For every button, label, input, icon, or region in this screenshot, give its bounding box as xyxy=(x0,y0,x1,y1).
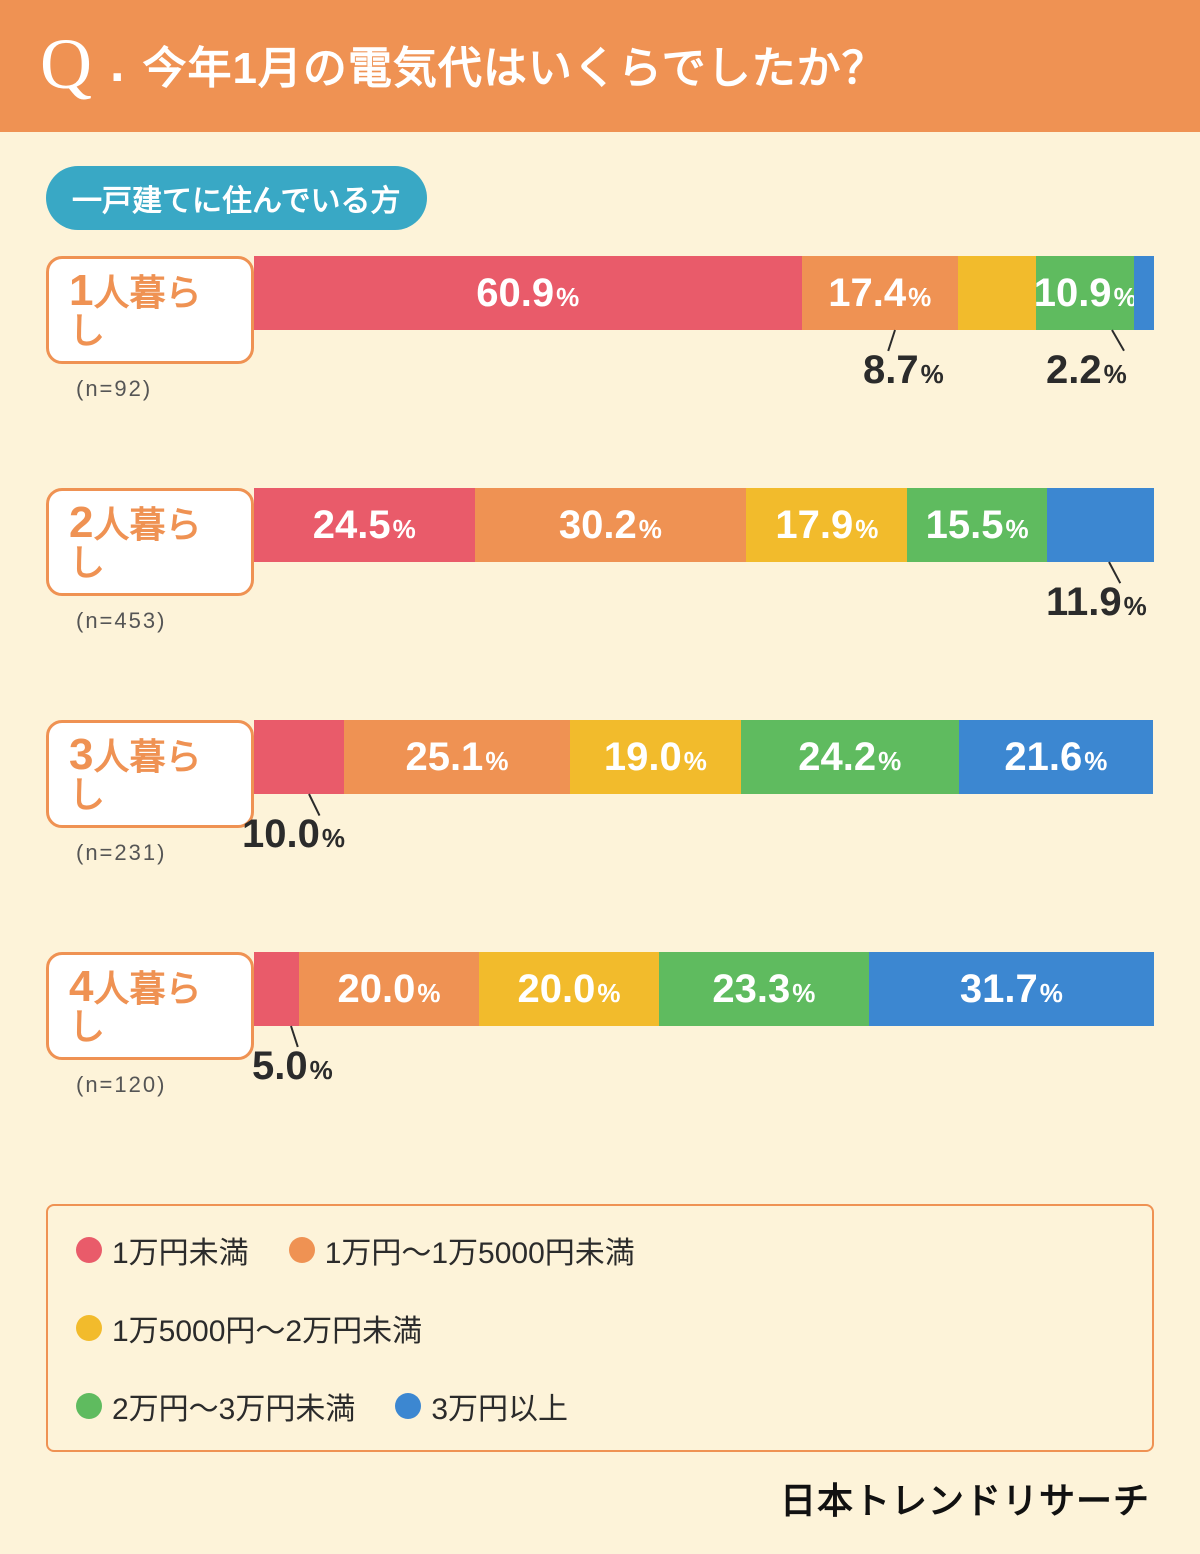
bar-segment xyxy=(1134,256,1154,330)
callout-label: 5.0% xyxy=(252,1044,333,1089)
row-label: 2人暮らし xyxy=(46,488,254,596)
legend-dot-icon xyxy=(76,1237,102,1263)
bar-segment: 60.9% xyxy=(254,256,802,330)
q-dot: . xyxy=(110,34,124,94)
legend-dot-icon xyxy=(289,1237,315,1263)
bar-row: 1人暮らし (n=92) 60.9%17.4% 10.9% 8.7% 2.2% xyxy=(46,256,1154,488)
bar-segment: 23.3% xyxy=(659,952,869,1026)
bar-segment: 25.1% xyxy=(344,720,570,794)
callout-label: 2.2% xyxy=(1046,348,1127,393)
bar-segment: 24.2% xyxy=(741,720,959,794)
row-sample-size: (n=120) xyxy=(46,1072,254,1098)
bar-segment: 21.6% xyxy=(959,720,1153,794)
legend-dot-icon xyxy=(76,1315,102,1341)
legend-text: 1万5000円～2万円未満 xyxy=(112,1306,422,1350)
bar-rows-container: 1人暮らし (n=92) 60.9%17.4% 10.9% 8.7% 2.2% 2人暮らし (… xyxy=(46,256,1154,1184)
callout-label: 10.0% xyxy=(242,812,345,857)
question-text: 今年1月の電気代はいくらでしたか？ xyxy=(142,32,886,96)
row-sample-size: (n=231) xyxy=(46,840,254,866)
bar-segment: 31.7% xyxy=(869,952,1154,1026)
legend-box: 1万円未満 1万円～1万5000円未満 1万5000円～2万円未満 2万円～3万円未満… xyxy=(46,1204,1154,1452)
bar-segment: 17.4% xyxy=(802,256,958,330)
bar-segment xyxy=(254,952,299,1026)
legend-item: 2万円～3万円未満 xyxy=(76,1384,355,1428)
legend-item: 1万5000円～2万円未満 xyxy=(76,1306,422,1350)
legend-item: 1万円～1万5000円未満 xyxy=(289,1228,635,1272)
bar-segment xyxy=(1047,488,1154,562)
bar-segment: 24.5% xyxy=(254,488,475,562)
legend-text: 1万円～1万5000円未満 xyxy=(325,1228,635,1272)
legend-dot-icon xyxy=(395,1393,421,1419)
bar-segment: 30.2% xyxy=(475,488,747,562)
bar-segment: 20.0% xyxy=(299,952,479,1026)
bar-row: 3人暮らし (n=231) 25.1%19.0%24.2%21.6% 10.0% xyxy=(46,720,1154,952)
row-label: 3人暮らし xyxy=(46,720,254,828)
legend-text: 2万円～3万円未満 xyxy=(112,1384,355,1428)
bar-segment: 10.9% xyxy=(1036,256,1134,330)
question-header: Q . 今年1月の電気代はいくらでしたか？ xyxy=(0,0,1200,132)
chart-body: 一戸建てに住んでいる方 1人暮らし (n=92) 60.9%17.4% 10.9% 8.… xyxy=(0,132,1200,1472)
legend-item: 3万円以上 xyxy=(395,1384,568,1428)
legend-text: 1万円未満 xyxy=(112,1228,249,1272)
row-label: 4人暮らし xyxy=(46,952,254,1060)
q-mark: Q xyxy=(40,28,92,100)
legend-row: 1万円未満 1万円～1万5000円未満 1万5000円～2万円未満 2万円～3万円未満… xyxy=(76,1228,1124,1428)
stacked-bar: 25.1%19.0%24.2%21.6% xyxy=(254,720,1154,794)
stacked-bar: 20.0%20.0%23.3%31.7% xyxy=(254,952,1154,1026)
bar-segment: 19.0% xyxy=(570,720,741,794)
stacked-bar: 24.5%30.2%17.9%15.5% xyxy=(254,488,1154,562)
bar-segment xyxy=(958,256,1036,330)
row-sample-size: (n=453) xyxy=(46,608,254,634)
bar-segment: 15.5% xyxy=(907,488,1047,562)
legend-text: 3万円以上 xyxy=(431,1384,568,1428)
row-label: 1人暮らし xyxy=(46,256,254,364)
bar-segment: 20.0% xyxy=(479,952,659,1026)
bar-segment: 17.9% xyxy=(746,488,907,562)
callout-label: 11.9% xyxy=(1046,580,1147,625)
subtitle-pill: 一戸建てに住んでいる方 xyxy=(46,166,427,230)
row-sample-size: (n=92) xyxy=(46,376,254,402)
legend-item: 1万円未満 xyxy=(76,1228,249,1272)
bar-row: 4人暮らし(n=120)20.0%20.0%23.3%31.7%5.0% xyxy=(46,952,1154,1184)
source-credit: 日本トレンドリサーチ xyxy=(0,1472,1200,1554)
bar-row: 2人暮らし (n=453) 24.5%30.2%17.9%15.5% 11.9% xyxy=(46,488,1154,720)
callout-label: 8.7% xyxy=(863,348,944,393)
stacked-bar: 60.9%17.4% 10.9% xyxy=(254,256,1154,330)
legend-dot-icon xyxy=(76,1393,102,1419)
bar-segment xyxy=(254,720,344,794)
